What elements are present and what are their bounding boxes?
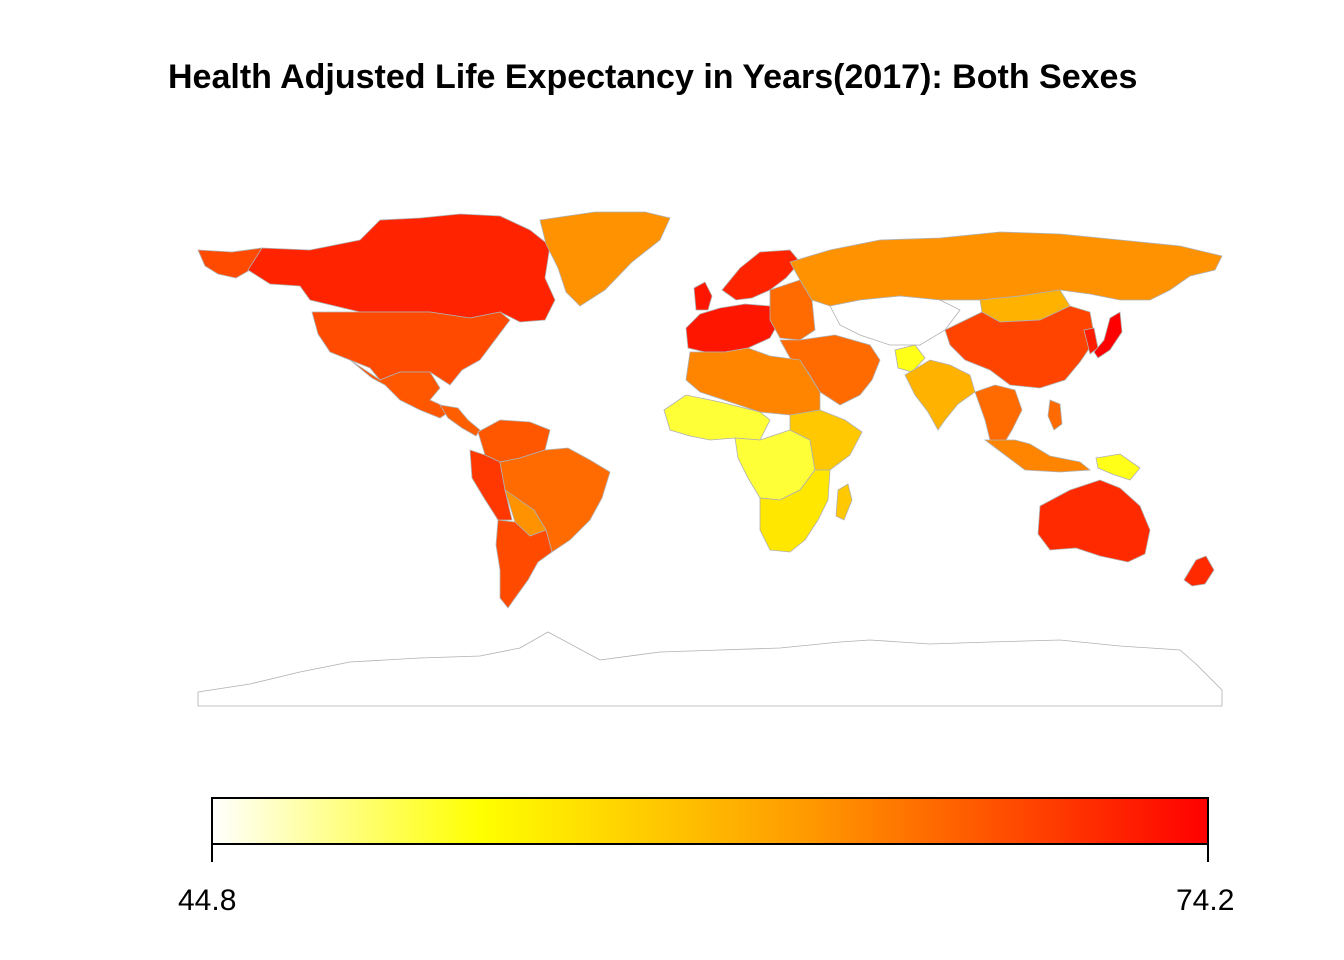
region-antarctica xyxy=(197,631,1223,707)
region-greenland[interactable] xyxy=(539,211,671,307)
legend xyxy=(211,797,1209,862)
legend-max-label: 74.2 xyxy=(1176,884,1235,917)
region-peru-ecuador[interactable] xyxy=(469,449,513,521)
map-regions xyxy=(197,211,1223,707)
region-india[interactable] xyxy=(904,359,976,431)
region-alaska[interactable] xyxy=(197,247,263,279)
region-russia[interactable] xyxy=(789,231,1223,307)
legend-color-bar xyxy=(211,797,1209,845)
region-new-zealand[interactable] xyxy=(1183,555,1215,587)
map-title: Health Adjusted Life Expectancy in Years… xyxy=(168,58,1138,96)
region-indonesia[interactable] xyxy=(983,439,1092,473)
region-southern-africa[interactable] xyxy=(759,469,831,553)
region-china[interactable] xyxy=(944,305,1096,389)
region-madagascar[interactable] xyxy=(835,483,853,521)
region-east-africa[interactable] xyxy=(789,409,863,471)
region-central-asia[interactable] xyxy=(829,295,961,346)
legend-min-label: 44.8 xyxy=(178,884,237,917)
region-united-states[interactable] xyxy=(311,311,511,386)
region-scandinavia[interactable] xyxy=(721,249,801,301)
region-argentina-chile[interactable] xyxy=(495,519,553,609)
region-philippines[interactable] xyxy=(1047,399,1063,431)
region-central-america[interactable] xyxy=(439,404,481,437)
region-western-europe[interactable] xyxy=(685,303,781,353)
region-southeast-asia[interactable] xyxy=(974,384,1023,451)
region-australia[interactable] xyxy=(1037,479,1151,563)
region-papua-new-guinea[interactable] xyxy=(1095,453,1141,481)
region-canada[interactable] xyxy=(247,213,556,323)
region-uk[interactable] xyxy=(693,281,713,311)
region-japan[interactable] xyxy=(1093,311,1123,359)
region-afghanistan[interactable] xyxy=(894,344,926,373)
